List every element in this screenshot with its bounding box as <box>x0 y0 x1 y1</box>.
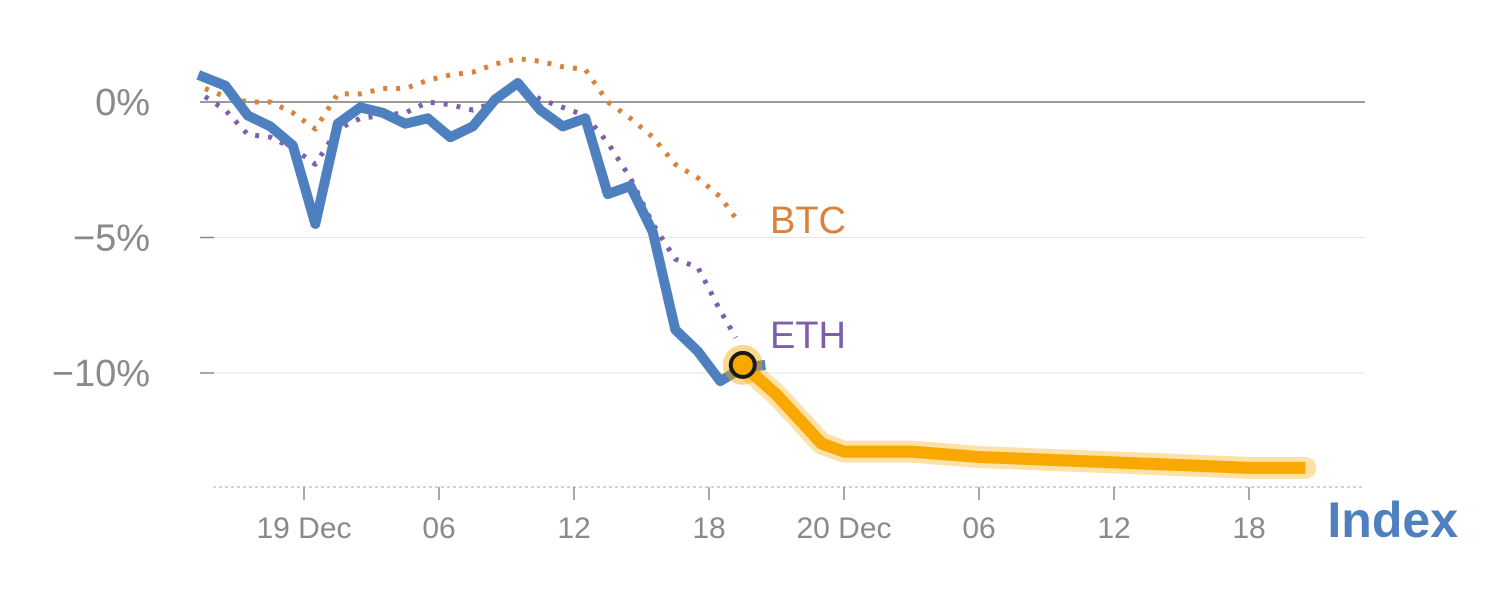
series-layer <box>196 56 1317 479</box>
marker-layer <box>722 344 763 385</box>
label-layer: BTC ETH Index <box>770 200 1458 548</box>
y-tick-layer: 0% −5% −10% <box>52 82 150 395</box>
btc-label: BTC <box>770 200 846 242</box>
x-tick-label: 12 <box>557 512 590 545</box>
x-tick-label: 12 <box>1097 512 1130 545</box>
x-tick-label: 18 <box>1232 512 1265 545</box>
x-tick-label: 20 Dec <box>796 512 891 545</box>
x-tick-label: 06 <box>962 512 995 545</box>
x-tick-layer: 19 Dec 06 12 18 20 Dec 06 12 18 <box>256 487 1266 545</box>
current-point-marker <box>728 350 757 379</box>
x-tick-label: 06 <box>422 512 455 545</box>
btc-line <box>204 56 739 220</box>
x-tick-label: 19 Dec <box>256 512 351 545</box>
y-tick-label: −5% <box>73 218 150 260</box>
index-forecast-line <box>738 360 1306 474</box>
x-tick-label: 18 <box>692 512 725 545</box>
grid-layer <box>200 101 1365 374</box>
y-tick-label: −10% <box>52 353 150 395</box>
index-line <box>196 70 766 387</box>
eth-label: ETH <box>770 315 846 357</box>
index-label: Index <box>1327 492 1458 548</box>
y-tick-label: 0% <box>95 82 150 124</box>
index-forecast-glow <box>731 353 1317 479</box>
